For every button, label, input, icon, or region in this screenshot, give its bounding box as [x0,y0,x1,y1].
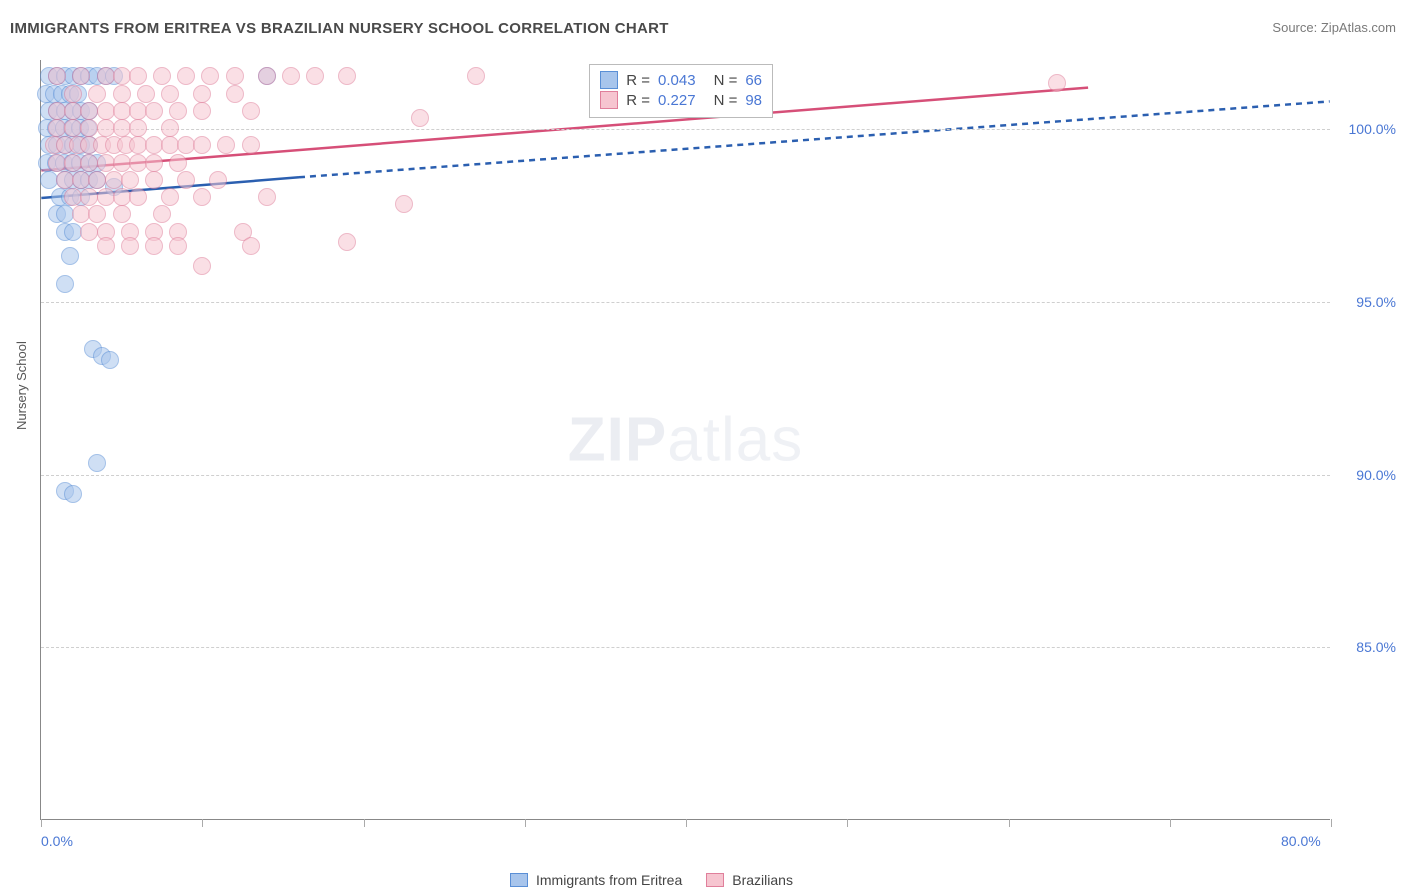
data-point [48,67,66,85]
y-axis-label: Nursery School [14,341,29,430]
data-point [88,454,106,472]
data-point [169,102,187,120]
x-tick [202,819,203,827]
data-point [161,85,179,103]
data-point [129,188,147,206]
series-legend: Immigrants from Eritrea Brazilians [510,872,793,888]
y-tick-label: 90.0% [1336,467,1396,483]
x-tick [364,819,365,827]
data-point [226,85,244,103]
legend-swatch [706,873,724,887]
data-point [72,67,90,85]
x-tick [847,819,848,827]
data-point [64,85,82,103]
source-credit: Source: ZipAtlas.com [1272,20,1396,35]
y-tick-label: 85.0% [1336,639,1396,655]
data-point [338,233,356,251]
data-point [88,85,106,103]
data-point [161,188,179,206]
gridline [41,475,1330,476]
data-point [209,171,227,189]
watermark: ZIPatlas [568,404,803,475]
stats-row: R = 0.227N = 98 [600,91,762,109]
y-tick-label: 100.0% [1336,121,1396,137]
x-tick [1331,819,1332,827]
legend-item: Immigrants from Eritrea [510,872,682,888]
data-point [177,171,195,189]
data-point [258,67,276,85]
x-tick [525,819,526,827]
data-point [395,195,413,213]
data-point [193,188,211,206]
data-point [113,205,131,223]
data-point [169,237,187,255]
x-tick-label: 0.0% [41,833,73,849]
data-point [242,237,260,255]
stats-row: R = 0.043N = 66 [600,71,762,89]
legend-label: Brazilians [732,872,793,888]
legend-swatch [510,873,528,887]
data-point [97,237,115,255]
gridline [41,647,1330,648]
data-point [145,171,163,189]
legend-item: Brazilians [706,872,793,888]
data-point [161,119,179,137]
data-point [193,85,211,103]
data-point [193,102,211,120]
trend-lines [41,60,1330,819]
chart-title: IMMIGRANTS FROM ERITREA VS BRAZILIAN NUR… [10,20,669,37]
data-point [169,154,187,172]
data-point [306,67,324,85]
data-point [88,205,106,223]
data-point [61,247,79,265]
data-point [64,485,82,503]
data-point [201,67,219,85]
data-point [226,67,244,85]
stats-legend-box: R = 0.043N = 66 R = 0.227N = 98 [589,64,773,118]
data-point [121,237,139,255]
data-point [242,136,260,154]
x-tick [1009,819,1010,827]
data-point [129,67,147,85]
data-point [193,136,211,154]
data-point [129,119,147,137]
data-point [193,257,211,275]
data-point [467,67,485,85]
data-point [282,67,300,85]
x-tick [1170,819,1171,827]
data-point [338,67,356,85]
data-point [56,275,74,293]
gridline [41,302,1330,303]
gridline [41,129,1330,130]
data-point [121,171,139,189]
data-point [411,109,429,127]
series-swatch [600,71,618,89]
data-point [145,154,163,172]
data-point [145,102,163,120]
data-point [153,205,171,223]
y-tick-label: 95.0% [1336,294,1396,310]
x-tick [41,819,42,827]
legend-label: Immigrants from Eritrea [536,872,682,888]
data-point [113,85,131,103]
data-point [137,85,155,103]
data-point [258,188,276,206]
data-point [101,351,119,369]
data-point [145,237,163,255]
x-tick [686,819,687,827]
scatter-plot: ZIPatlas R = 0.043N = 66R = 0.227N = 98 … [40,60,1330,820]
data-point [242,102,260,120]
x-tick-label: 80.0% [1281,833,1321,849]
data-point [177,67,195,85]
data-point [217,136,235,154]
data-point [1048,74,1066,92]
series-swatch [600,91,618,109]
data-point [153,67,171,85]
